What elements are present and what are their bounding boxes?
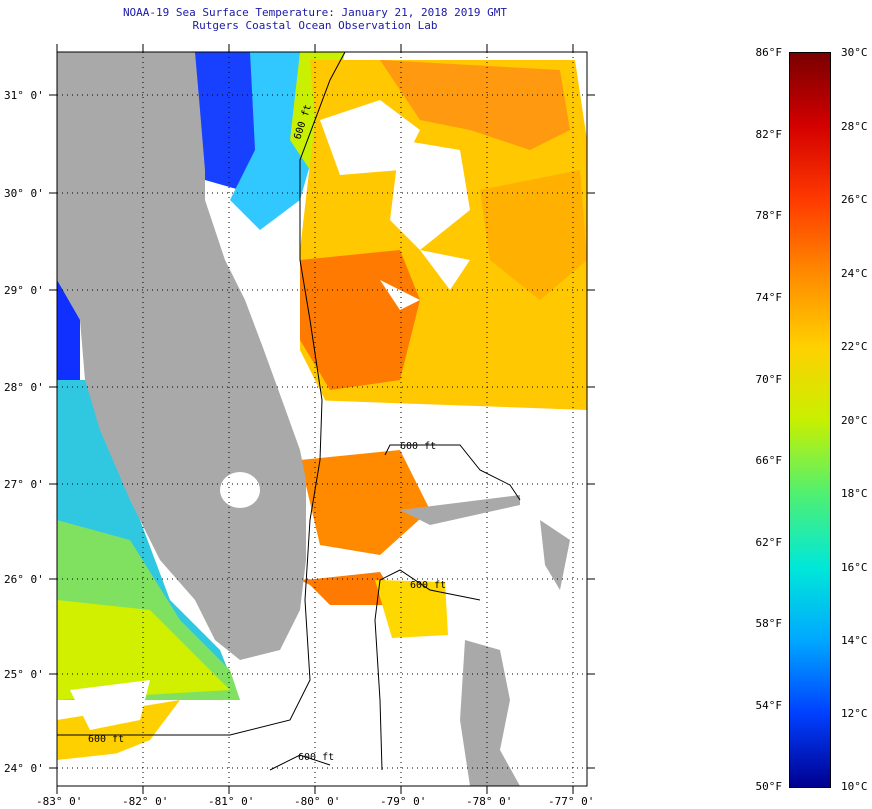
celsius-label: 16°C <box>841 561 868 574</box>
celsius-label: 28°C <box>841 120 868 133</box>
longitude-label: -82° 0' <box>122 795 169 808</box>
map-subtitle: Rutgers Coastal Ocean Observation Lab <box>192 19 438 32</box>
fahrenheit-label: 62°F <box>755 536 783 549</box>
depth-contour-600ft-south <box>269 754 331 771</box>
map-field <box>57 52 587 786</box>
longitude-label: -80° 0' <box>294 795 341 808</box>
latitude-label: 30° 0' <box>4 187 44 200</box>
depth-contour-600ft-straits <box>374 569 481 771</box>
fahrenheit-label: 74°F <box>755 291 783 304</box>
celsius-label: 10°C <box>841 780 868 793</box>
fahrenheit-label: 78°F <box>755 209 783 222</box>
map-frame <box>56 51 588 787</box>
celsius-label: 30°C <box>841 46 868 59</box>
gulf-warmer-water <box>57 600 230 700</box>
latitude-label: 24° 0' <box>4 762 44 775</box>
celsius-label: 20°C <box>841 414 868 427</box>
contour-label: 600 ft <box>88 734 124 745</box>
yellow-overlay <box>375 580 448 638</box>
cloud-patch <box>420 250 470 290</box>
warm-water-patch-east <box>480 170 587 300</box>
celsius-label: 26°C <box>841 193 868 206</box>
fahrenheit-label: 54°F <box>755 699 783 712</box>
contour-label: 600 ft <box>410 580 446 591</box>
longitude-label: -83° 0' <box>36 795 83 808</box>
warm-water-patch <box>380 60 570 150</box>
latitude-label: 26° 0' <box>4 573 44 586</box>
straits-warm-water-overlay <box>300 450 430 555</box>
contour-label: 600 ft <box>298 752 334 763</box>
abaco-island <box>540 520 570 590</box>
latitude-label: 25° 0' <box>4 668 44 681</box>
fahrenheit-label: 70°F <box>755 373 783 386</box>
celsius-label: 12°C <box>841 707 868 720</box>
latitude-label: 28° 0' <box>4 381 44 394</box>
fahrenheit-label: 86°F <box>755 46 783 59</box>
celsius-label: 14°C <box>841 634 868 647</box>
longitude-label: -79° 0' <box>380 795 427 808</box>
latitude-label: 31° 0' <box>4 89 44 102</box>
graticule <box>57 52 587 786</box>
cloud-patch <box>380 280 420 310</box>
tick-marks <box>49 44 595 794</box>
latitude-label: 27° 0' <box>4 478 44 491</box>
celsius-label: 18°C <box>841 487 868 500</box>
cloud-patch <box>390 140 470 250</box>
depth-contour-600ft-west <box>57 52 346 736</box>
fahrenheit-label: 66°F <box>755 454 783 467</box>
contour-label: 600 ft <box>400 441 436 452</box>
fahrenheit-label: 58°F <box>755 617 783 630</box>
fahrenheit-label: 82°F <box>755 128 783 141</box>
longitude-label: -81° 0' <box>208 795 255 808</box>
longitude-label: -78° 0' <box>466 795 513 808</box>
map-title: NOAA-19 Sea Surface Temperature: January… <box>122 6 508 19</box>
longitude-label: -77° 0' <box>548 795 595 808</box>
temperature-colorbar <box>789 52 831 788</box>
fahrenheit-label: 50°F <box>755 780 783 793</box>
latitude-label: 29° 0' <box>4 284 44 297</box>
andros-island <box>460 640 520 786</box>
florida-landmass <box>57 52 306 660</box>
celsius-label: 22°C <box>841 340 868 353</box>
gulf-stream-core <box>300 250 420 390</box>
cloud-patch <box>320 100 420 175</box>
cloud-patch-gulf <box>70 680 150 730</box>
lake-okeechobee <box>220 472 260 508</box>
celsius-label: 24°C <box>841 267 868 280</box>
grand-bahama-island <box>400 495 520 525</box>
depth-contour-600ft-bahamas <box>384 444 521 501</box>
